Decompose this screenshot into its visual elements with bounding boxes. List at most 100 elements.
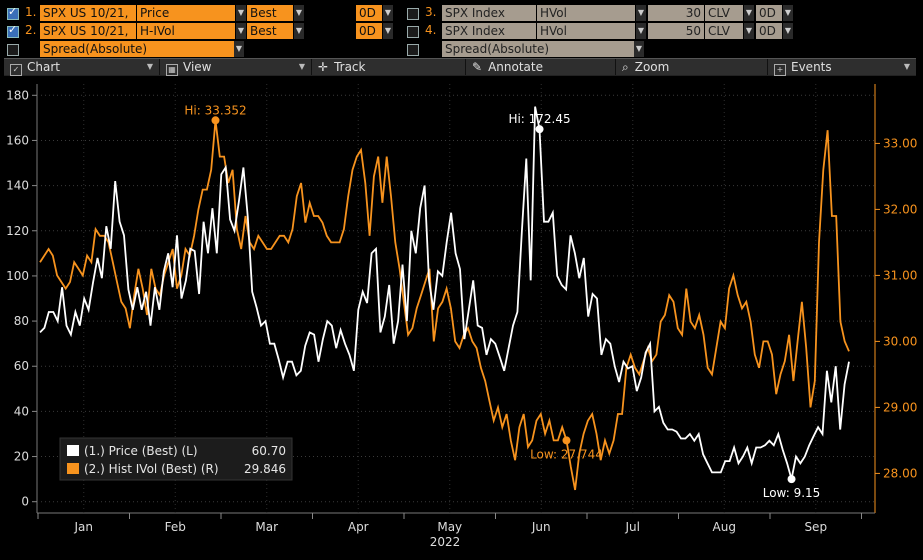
left-tick-label: 60 <box>14 359 29 373</box>
series-4-field-dropdown-icon[interactable]: ▼ <box>636 23 646 39</box>
series-ivol-line <box>39 120 850 491</box>
price-low-dot <box>787 475 796 484</box>
left-tick-label: 80 <box>14 314 29 328</box>
month-label: Jan <box>74 520 94 534</box>
series-2-lag-dropdown-icon[interactable]: ▼ <box>383 23 393 39</box>
view-menu-button[interactable]: ▦ View ▼ <box>160 59 312 76</box>
chart-menu-label: Chart <box>27 60 60 74</box>
legend-ivol-value: 29.846 <box>244 462 286 476</box>
series-3-field-dropdown-icon[interactable]: ▼ <box>636 5 646 21</box>
series-3-period-field[interactable]: 30 <box>648 5 704 21</box>
month-label: Apr <box>348 520 369 534</box>
track-menu-button[interactable]: ✛ Track <box>312 59 466 75</box>
right-tick-label: 29.00 <box>883 400 917 414</box>
month-label: Feb <box>165 520 186 534</box>
series-2-field-select[interactable]: H-IVol <box>137 23 235 39</box>
left-tick-label: 160 <box>6 133 29 147</box>
price-vs-ivol-chart[interactable]: 0 20 40 60 80 100 120 140 160 180 28.00 29.00 30.00… <box>0 76 923 560</box>
series-2-lag-select[interactable]: 0D <box>356 23 382 39</box>
track-menu-label: Track <box>334 60 366 74</box>
series-1-field-select[interactable]: Price <box>137 5 235 21</box>
series-2-field-dropdown-icon[interactable]: ▼ <box>236 23 246 39</box>
series-1-source-select[interactable]: Best <box>247 5 293 21</box>
series-4-lag-select[interactable]: 0D <box>756 23 782 39</box>
series-1-number: 1. <box>25 5 37 19</box>
left-tick-label: 0 <box>21 495 29 509</box>
series-1-security-field[interactable]: SPX US 10/21, <box>40 5 136 21</box>
ivol-low-dot <box>562 436 571 445</box>
left-tick-label: 140 <box>6 179 29 193</box>
series-3-lag-dropdown-icon[interactable]: ▼ <box>783 5 793 21</box>
left-tick-label: 120 <box>6 224 29 238</box>
right-tick-label: 33.00 <box>883 136 917 150</box>
ivol-low-label: Low: 27.744 <box>530 447 603 461</box>
series-2-security-field[interactable]: SPX US 10/21, <box>40 23 136 39</box>
pencil-icon: ✎ <box>472 60 483 74</box>
ivol-high-dot <box>211 116 220 125</box>
series-4-lag-dropdown-icon[interactable]: ▼ <box>783 23 793 39</box>
month-label: Aug <box>713 520 736 534</box>
crosshair-icon: ✛ <box>318 60 329 74</box>
series-3-checkbox[interactable] <box>407 8 419 20</box>
spread-left-checkbox[interactable] <box>7 44 19 56</box>
right-tick-label: 28.00 <box>883 466 917 480</box>
right-tick-label: 30.00 <box>883 334 917 348</box>
spread-left-dropdown-icon[interactable]: ▼ <box>234 41 244 57</box>
month-label: Jul <box>625 520 640 534</box>
chevron-down-icon: ▼ <box>903 62 910 71</box>
view-icon: ▦ <box>166 64 178 76</box>
spread-right-checkbox[interactable] <box>407 44 419 56</box>
events-menu-button[interactable]: + Events ▼ <box>768 59 916 76</box>
month-label: May <box>437 520 462 534</box>
events-menu-label: Events <box>791 60 832 74</box>
chevron-down-icon: ▼ <box>146 62 153 71</box>
series-2-number: 2. <box>25 23 37 37</box>
series-4-checkbox[interactable] <box>407 26 419 38</box>
right-axis-ticks: 28.00 29.00 30.00 31.00 32.00 33.00 <box>875 136 917 480</box>
series-1-source-dropdown-icon[interactable]: ▼ <box>294 5 304 21</box>
month-label: Jun <box>531 520 551 534</box>
right-tick-label: 32.00 <box>883 202 917 216</box>
price-low-label: Low: 9.15 <box>763 486 821 500</box>
series-price-line <box>39 106 850 480</box>
price-high-dot <box>535 125 544 134</box>
zoom-menu-button[interactable]: ⌕ Zoom <box>616 59 768 75</box>
legend-price-value: 60.70 <box>252 444 286 458</box>
series-3-lag-select[interactable]: 0D <box>756 5 782 21</box>
series-4-source-select[interactable]: CLV <box>705 23 743 39</box>
legend-ivol-label: (2.) Hist IVol (Best) (R) <box>84 462 219 476</box>
series-4-source-dropdown-icon[interactable]: ▼ <box>744 23 754 39</box>
series-4-field-select[interactable]: HVol <box>537 23 635 39</box>
left-tick-label: 40 <box>14 404 29 418</box>
series-1-checkbox[interactable] <box>7 5 19 20</box>
series-1-lag-dropdown-icon[interactable]: ▼ <box>383 5 393 21</box>
series-3-source-select[interactable]: CLV <box>705 5 743 21</box>
month-label: Sep <box>804 520 827 534</box>
spread-left-select[interactable]: Spread(Absolute) <box>40 41 234 57</box>
series-1-field-dropdown-icon[interactable]: ▼ <box>236 5 246 21</box>
series-2-source-select[interactable]: Best <box>247 23 293 39</box>
series-1-lag-select[interactable]: 0D <box>356 5 382 21</box>
annotate-menu-button[interactable]: ✎ Annotate <box>466 59 616 75</box>
series-2-checkbox[interactable] <box>7 23 19 38</box>
chart-icon: ✓ <box>10 64 22 76</box>
x-year-label: 2022 <box>430 535 461 549</box>
chart-menu-button[interactable]: ✓ Chart ▼ <box>4 59 160 76</box>
price-high-label: Hi: 172.45 <box>508 112 570 126</box>
legend: (1.) Price (Best) (L) 60.70 (2.) Hist IV… <box>59 437 293 481</box>
series-3-source-dropdown-icon[interactable]: ▼ <box>744 5 754 21</box>
hi-low-markers: Hi: 172.45 Low: 9.15 Hi: 33.352 Low: 27.744 <box>184 103 820 500</box>
spread-right-select[interactable]: Spread(Absolute) <box>442 41 634 57</box>
left-tick-label: 20 <box>14 450 29 464</box>
series-4-security-field[interactable]: SPX Index <box>442 23 536 39</box>
magnifier-icon: ⌕ <box>622 60 629 74</box>
series-3-security-field[interactable]: SPX Index <box>442 5 536 21</box>
legend-price-label: (1.) Price (Best) (L) <box>84 444 198 458</box>
series-2-source-dropdown-icon[interactable]: ▼ <box>294 23 304 39</box>
spread-right-dropdown-icon[interactable]: ▼ <box>634 41 644 57</box>
series-4-period-field[interactable]: 50 <box>648 23 704 39</box>
legend-price-swatch <box>67 445 79 456</box>
series-3-number: 3. <box>425 5 437 19</box>
series-3-field-select[interactable]: HVol <box>537 5 635 21</box>
view-menu-label: View <box>183 60 212 74</box>
